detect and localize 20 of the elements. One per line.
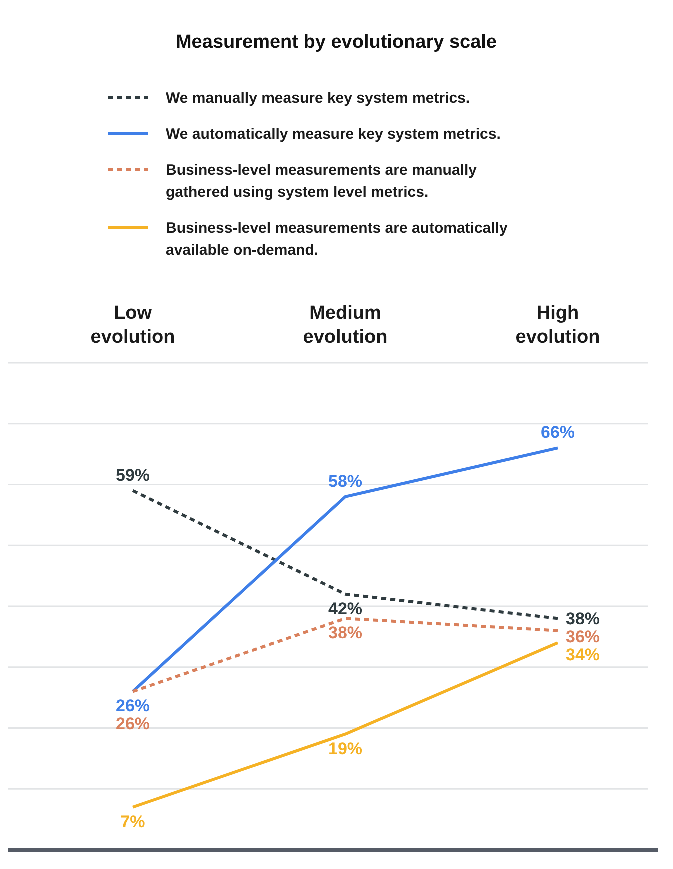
- data-label: 26%: [116, 696, 150, 716]
- data-label: 58%: [328, 472, 363, 491]
- data-label: 34%: [566, 646, 600, 665]
- data-label: 42%: [328, 599, 363, 618]
- data-label: 38%: [566, 610, 600, 629]
- x-tick-label: Medium evolution: [303, 303, 388, 348]
- data-label: 36%: [566, 628, 600, 647]
- x-tick-label: Low evolution: [90, 303, 176, 348]
- x-tick-label: High evolution: [516, 303, 600, 348]
- legend-label: Business-level measurements are automatically available on-demand.: [166, 220, 508, 259]
- data-label: 19%: [328, 739, 363, 758]
- data-label: 59%: [116, 466, 150, 485]
- data-label: 7%: [120, 812, 146, 832]
- data-label: 66%: [540, 423, 576, 442]
- chart-title: Measurement by evolutionary scale: [176, 32, 498, 53]
- legend-label: Business-level measurements are manually gathered using system level metrics.: [166, 162, 478, 201]
- data-label: 38%: [328, 624, 363, 643]
- data-label: 26%: [116, 714, 150, 734]
- legend-label: We manually measure key system metrics.: [166, 90, 470, 107]
- legend-label: We automatically measure key system metrics.: [166, 126, 501, 143]
